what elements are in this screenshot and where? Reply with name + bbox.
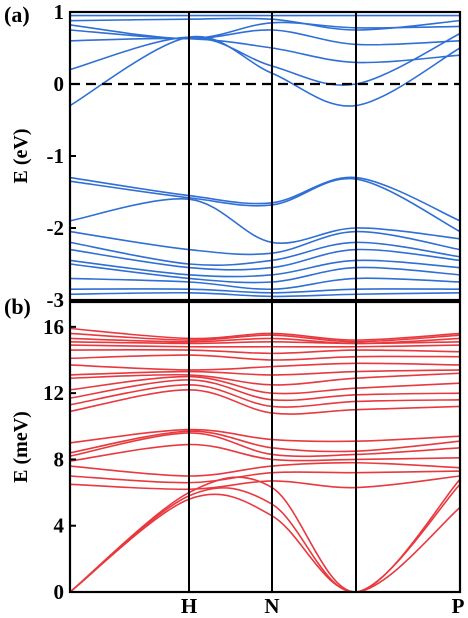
panel-b-ytick-label: 16 bbox=[43, 315, 64, 339]
panel-b-phonon-dispersion: 0 4 8 12 16 E (meV) (b) bbox=[4, 294, 462, 604]
panel-a-label: (a) bbox=[4, 2, 30, 27]
panel-b-label: (b) bbox=[4, 294, 31, 319]
panel-b-band-1 bbox=[69, 493, 461, 593]
panel-a-band-4 bbox=[69, 29, 461, 46]
panel-a-ytick-label: 1 bbox=[54, 0, 65, 24]
panel-b-band-3 bbox=[69, 476, 461, 593]
panel-a-ytick-label: -3 bbox=[47, 288, 65, 312]
xtick-label-N: N bbox=[264, 594, 279, 618]
panel-b-ytick-label: 8 bbox=[54, 447, 65, 471]
panel-a-ytick-label: -2 bbox=[47, 216, 65, 240]
panel-b-band-13 bbox=[69, 379, 461, 402]
panel-b-band-19 bbox=[69, 349, 461, 355]
panel-b-band-8 bbox=[69, 432, 461, 458]
panel-b-ylabel: E (meV) bbox=[10, 411, 32, 483]
panel-a-electronic-bands: -3 -2 -1 0 1 E (eV) (a) bbox=[4, 0, 462, 312]
panel-a-frame bbox=[68, 10, 462, 302]
panel-b-band-20 bbox=[69, 344, 461, 348]
panel-b-band-17 bbox=[69, 362, 461, 371]
panel-b-ytick-label: 12 bbox=[43, 381, 64, 405]
panel-a-ytick-label: -1 bbox=[47, 144, 65, 168]
panel-b-band-18 bbox=[69, 354, 461, 361]
xtick-label-P: P bbox=[452, 594, 465, 618]
panel-b-band-16 bbox=[69, 369, 461, 376]
panel-a-band-11 bbox=[69, 230, 461, 256]
panel-b-ytick-label: 0 bbox=[54, 580, 65, 604]
panel-b-band-12 bbox=[69, 384, 461, 408]
panel-a-ylabel: E (eV) bbox=[10, 129, 32, 184]
panel-b-frame bbox=[68, 300, 462, 594]
panel-b-ytick-label: 4 bbox=[54, 514, 65, 538]
panel-a-band-8 bbox=[69, 176, 461, 222]
panel-a-band-6 bbox=[69, 32, 461, 86]
xtick-label-H: H bbox=[181, 594, 197, 618]
panel-a-ytick-label: 0 bbox=[54, 72, 65, 96]
panel-a-band-16 bbox=[69, 277, 461, 291]
panel-b-band-4 bbox=[69, 475, 461, 491]
panel-a-band-13 bbox=[69, 248, 461, 271]
